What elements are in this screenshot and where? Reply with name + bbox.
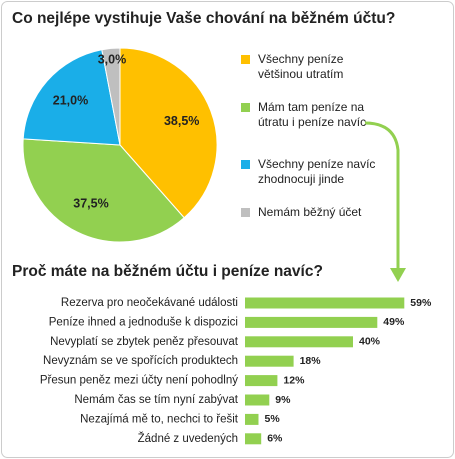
category-label: Peníze ihned a jednoduše k dispozici <box>49 316 238 328</box>
value-label: 38,5% <box>164 114 199 128</box>
legend-label: Nemám běžný účet <box>258 205 362 219</box>
legend-line: zhodnocuji jinde <box>258 172 344 186</box>
category-label: Žádné z uvedených <box>138 432 238 445</box>
value-label: 49% <box>383 316 405 328</box>
pie-slice <box>22 138 185 243</box>
arrow-head <box>390 268 406 282</box>
legend-swatch <box>241 55 250 64</box>
bar-title: Proč máte na běžném účtu i peníze navíc? <box>12 263 323 280</box>
bar <box>245 375 278 387</box>
pie-slice <box>22 49 121 146</box>
legend-swatch <box>241 160 250 169</box>
bar <box>245 297 405 309</box>
value-label: 59% <box>410 297 432 309</box>
bar <box>245 394 270 406</box>
value-label: 9% <box>275 394 291 406</box>
pie-slice <box>101 47 121 146</box>
legend-line: útratu i peníze navíc <box>258 115 366 129</box>
value-label: 21,0% <box>53 94 88 108</box>
category-label: Rezerva pro neočekávané události <box>61 297 238 309</box>
value-label: 18% <box>300 355 322 367</box>
legend-line: Všechny peníze navíc <box>258 157 375 171</box>
legend-label: Všechny peníze většinou utratím <box>258 52 344 81</box>
bar <box>245 413 259 425</box>
value-label: 6% <box>267 433 283 445</box>
legend-swatch <box>241 208 250 217</box>
legend-line: Všechny peníze <box>258 52 344 66</box>
pie-title: Co nejlépe vystihuje Vaše chování na běž… <box>12 10 395 27</box>
legend-line: většinou utratím <box>258 67 343 81</box>
value-label: 3,0% <box>98 52 127 66</box>
legend-label: Všechny peníze navíc zhodnocuji jinde <box>258 157 375 186</box>
legend-swatch <box>241 103 250 112</box>
legend-line: Mám tam peníze na <box>258 100 364 114</box>
legend-line: Nemám běžný účet <box>258 205 362 219</box>
value-label: 37,5% <box>73 197 108 211</box>
pie-slice <box>119 47 218 219</box>
bar <box>245 433 262 445</box>
category-label: Nezajímá mě to, nechci to řešit <box>80 413 239 425</box>
category-label: Přesun peněz mezi účty není pohodlný <box>40 375 238 387</box>
bar <box>245 336 353 348</box>
legend-label: Mám tam peníze na útratu i peníze navíc <box>258 100 366 129</box>
value-label: 5% <box>265 413 281 425</box>
category-label: Nemám čas se tím nyní zabývat <box>74 394 238 406</box>
value-label: 40% <box>359 336 381 348</box>
bar <box>245 355 294 367</box>
category-label: Nevyplatí se zbytek peněz přesouvat <box>50 336 239 348</box>
bar <box>245 316 378 328</box>
value-label: 12% <box>283 374 305 386</box>
arrow <box>364 121 400 270</box>
category-label: Nevyznám se ve spořících produktech <box>43 355 238 367</box>
